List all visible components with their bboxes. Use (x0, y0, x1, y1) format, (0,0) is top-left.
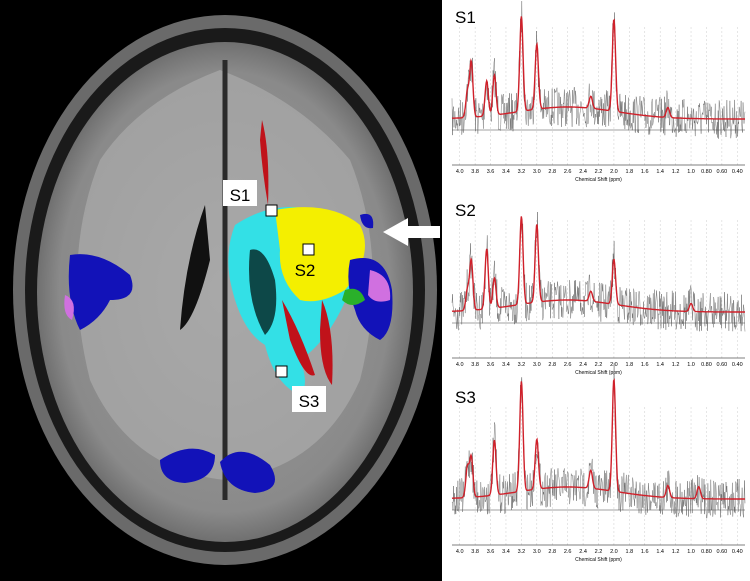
axis-label: Chemical Shift (ppm) (575, 557, 622, 563)
raw-spectrum (451, 1, 746, 139)
tick-label: 1.4 (656, 549, 664, 555)
raw-spectrum (451, 362, 746, 519)
tick-label: 4.0 (456, 362, 464, 368)
tick-label: 2.0 (610, 169, 618, 175)
fitted-spectrum (451, 378, 745, 500)
tick-label: 2.4 (579, 362, 587, 368)
tick-label: 2.2 (595, 362, 603, 368)
tick-label: 1.4 (656, 169, 664, 175)
axis-label: Chemical Shift (ppm) (575, 177, 622, 183)
raw-spectrum (451, 211, 746, 332)
region-label: S2 (295, 261, 316, 280)
tick-label: 2.4 (579, 169, 587, 175)
fitted-spectrum (451, 16, 745, 120)
tick-label: 1.0 (687, 549, 695, 555)
tick-label: 3.8 (471, 169, 479, 175)
tick-label: 3.4 (502, 362, 510, 368)
tick-label: 3.2 (518, 169, 526, 175)
tick-label: 1.2 (672, 169, 680, 175)
spectrum-title: S3 (455, 388, 476, 407)
tick-label: 0.80 (701, 549, 712, 555)
tick-label: 3.2 (518, 549, 526, 555)
tick-label: 3.2 (518, 362, 526, 368)
tick-label: 2.2 (595, 549, 603, 555)
spectrum-title: S1 (455, 8, 476, 27)
tick-label: 1.6 (641, 362, 649, 368)
spectrum-title: S2 (455, 201, 476, 220)
tick-label: 1.8 (626, 362, 634, 368)
tick-label: 3.8 (471, 549, 479, 555)
tick-label: 3.0 (533, 362, 541, 368)
tick-label: 3.4 (502, 169, 510, 175)
region-label: S1 (230, 186, 251, 205)
tick-label: 0.40 (732, 549, 743, 555)
tick-label: 0.40 (732, 169, 743, 175)
tick-label: 1.2 (672, 362, 680, 368)
tick-label: 2.6 (564, 362, 572, 368)
tick-label: 0.60 (717, 169, 728, 175)
tick-label: 3.4 (502, 549, 510, 555)
tick-label: 4.0 (456, 549, 464, 555)
tick-label: 3.0 (533, 169, 541, 175)
tick-label: 0.80 (701, 169, 712, 175)
axis-label: Chemical Shift (ppm) (575, 370, 622, 376)
tick-label: 4.0 (456, 169, 464, 175)
mri-image (0, 0, 442, 581)
tick-label: 1.0 (687, 169, 695, 175)
tick-label: 2.0 (610, 549, 618, 555)
tick-label: 1.4 (656, 362, 664, 368)
tick-label: 2.4 (579, 549, 587, 555)
tick-label: 1.2 (672, 549, 680, 555)
tick-label: 3.6 (487, 169, 495, 175)
tick-label: 0.40 (732, 362, 743, 368)
region-label: S3 (299, 392, 320, 411)
tick-label: 3.6 (487, 362, 495, 368)
tick-label: 1.6 (641, 549, 649, 555)
tick-label: 0.60 (717, 362, 728, 368)
tick-label: 2.2 (595, 169, 603, 175)
tick-label: 2.8 (548, 549, 556, 555)
tick-label: 3.0 (533, 549, 541, 555)
spectra-panel: S1 4.0 3.8 3.6 3.4 3.2 3.0 2.8 2.6 2.4 2.2 2.0 1.8 1.… (451, 1, 746, 563)
fitted-spectrum (451, 216, 745, 313)
tick-label: 0.60 (717, 549, 728, 555)
tick-label: 2.6 (564, 169, 572, 175)
tick-label: 3.8 (471, 362, 479, 368)
tick-label: 2.8 (548, 362, 556, 368)
tick-label: 1.8 (626, 549, 634, 555)
tick-label: 3.6 (487, 549, 495, 555)
tick-label: 1.6 (641, 169, 649, 175)
tick-label: 1.0 (687, 362, 695, 368)
tick-label: 1.8 (626, 169, 634, 175)
tick-label: 0.80 (701, 362, 712, 368)
tick-label: 2.8 (548, 169, 556, 175)
tick-label: 2.6 (564, 549, 572, 555)
